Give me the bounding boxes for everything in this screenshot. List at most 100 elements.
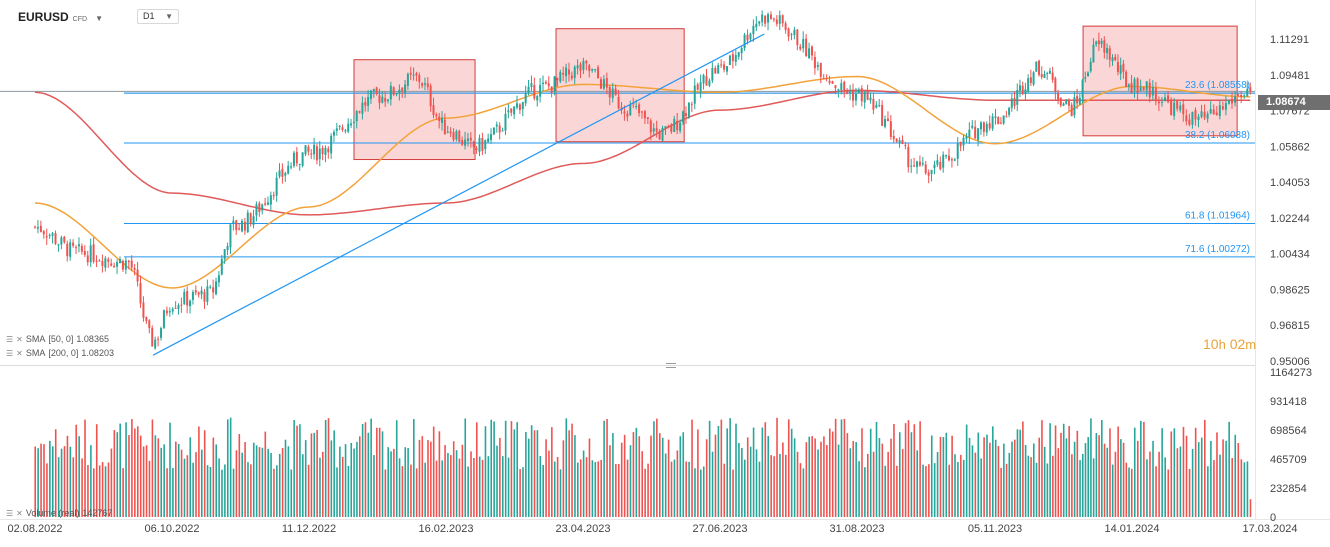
volume-bar (530, 425, 533, 517)
volume-bar (901, 449, 904, 517)
volume-bar (455, 450, 458, 517)
volume-bar (617, 463, 620, 517)
candle-body (226, 246, 229, 250)
volume-bar (198, 426, 200, 517)
volume-bar (229, 417, 232, 517)
volume-bar (957, 461, 959, 517)
volume-bar (644, 468, 646, 517)
volume-bar (1219, 454, 1221, 517)
candle-body (536, 96, 539, 101)
highlight-box-3[interactable] (1082, 25, 1238, 137)
volume-bar (151, 419, 154, 517)
candle-body (965, 136, 968, 139)
candle-body (805, 38, 808, 57)
volume-bar (241, 452, 244, 517)
candle-body (781, 15, 784, 24)
highlight-box-1[interactable] (353, 59, 476, 161)
candle-body (930, 169, 933, 175)
candle-body (582, 60, 585, 70)
volume-bar (1240, 459, 1243, 517)
legend-sma50-type: SMA (25, 334, 46, 344)
volume-bar (1231, 458, 1234, 517)
volume-bar (421, 436, 424, 517)
volume-bar (1054, 425, 1057, 517)
volume-bar (110, 448, 113, 517)
volume-bar (69, 446, 72, 517)
candle-body (255, 204, 258, 216)
symbol-selector[interactable]: EURUSD CFD ▼ (18, 10, 103, 24)
candle-body (673, 118, 676, 133)
volume-bar (142, 446, 145, 517)
candle-body (702, 75, 705, 84)
candle-body (209, 286, 212, 288)
candle-body (372, 89, 375, 92)
close-icon[interactable]: ✕ (16, 508, 23, 518)
close-icon[interactable]: ✕ (16, 334, 23, 344)
volume-bar (779, 453, 781, 517)
candle-body (1142, 87, 1145, 91)
date-tick-label: 17.03.2024 (1242, 523, 1297, 535)
candle-body (655, 128, 658, 132)
volume-bar (81, 458, 83, 517)
menu-icon[interactable]: ☰ (6, 508, 14, 518)
candle-body (746, 34, 749, 41)
candle-body (347, 123, 350, 132)
price-tick-label: 1.02244 (1270, 213, 1310, 225)
candle-body (1221, 106, 1224, 110)
candle-body (524, 93, 527, 104)
candle-body (139, 283, 142, 304)
volume-bar (90, 445, 92, 517)
pane-divider-handle[interactable] (666, 363, 676, 368)
volume-bar (209, 467, 212, 517)
close-icon[interactable]: ✕ (16, 348, 23, 358)
candle-body (1182, 104, 1185, 115)
volume-bar (175, 441, 177, 517)
candle-body (292, 152, 295, 166)
candle-body (1016, 89, 1019, 105)
volume-bar (255, 445, 258, 517)
timeframe-value: D1 (143, 11, 155, 21)
volume-bar (333, 430, 335, 517)
candle-body (200, 290, 203, 295)
volume-bar (641, 451, 644, 517)
candle-body (475, 148, 478, 150)
candle-body (857, 89, 860, 94)
menu-icon[interactable]: ☰ (6, 334, 14, 344)
candle-body (1059, 97, 1062, 106)
candle-body (212, 287, 215, 293)
trendline[interactable] (152, 33, 765, 356)
candle-body (717, 65, 720, 74)
volume-bar (367, 432, 370, 517)
volume-bar (1117, 426, 1119, 517)
candle-body (168, 311, 171, 313)
volume-bar (726, 428, 729, 517)
volume-bar (1092, 458, 1095, 517)
candle-body (1212, 109, 1215, 115)
candle-body (107, 259, 110, 262)
volume-bar (805, 442, 808, 517)
volume-tick-label: 0 (1270, 512, 1276, 524)
volume-bar (180, 449, 183, 517)
candle-body (449, 131, 452, 134)
candle-body (1246, 88, 1249, 97)
volume-bar (656, 418, 658, 517)
volume-bar (1179, 446, 1182, 517)
volume-bar (1246, 461, 1249, 517)
candle-body (796, 29, 799, 46)
candle-body (646, 117, 649, 119)
candle-body (696, 84, 699, 90)
menu-icon[interactable]: ☰ (6, 348, 14, 358)
candle-body (863, 92, 866, 103)
volume-bar (861, 428, 863, 517)
timeframe-select[interactable]: D1 ▼ (137, 9, 179, 24)
volume-bar (600, 459, 602, 517)
volume-bar (51, 446, 54, 517)
volume-bar (843, 418, 846, 517)
volume-bar (441, 460, 444, 517)
candle-body (921, 163, 924, 165)
volume-bar (606, 419, 608, 517)
volume-bar (296, 425, 298, 517)
candle-body (1084, 77, 1087, 79)
volume-bar (629, 445, 632, 517)
